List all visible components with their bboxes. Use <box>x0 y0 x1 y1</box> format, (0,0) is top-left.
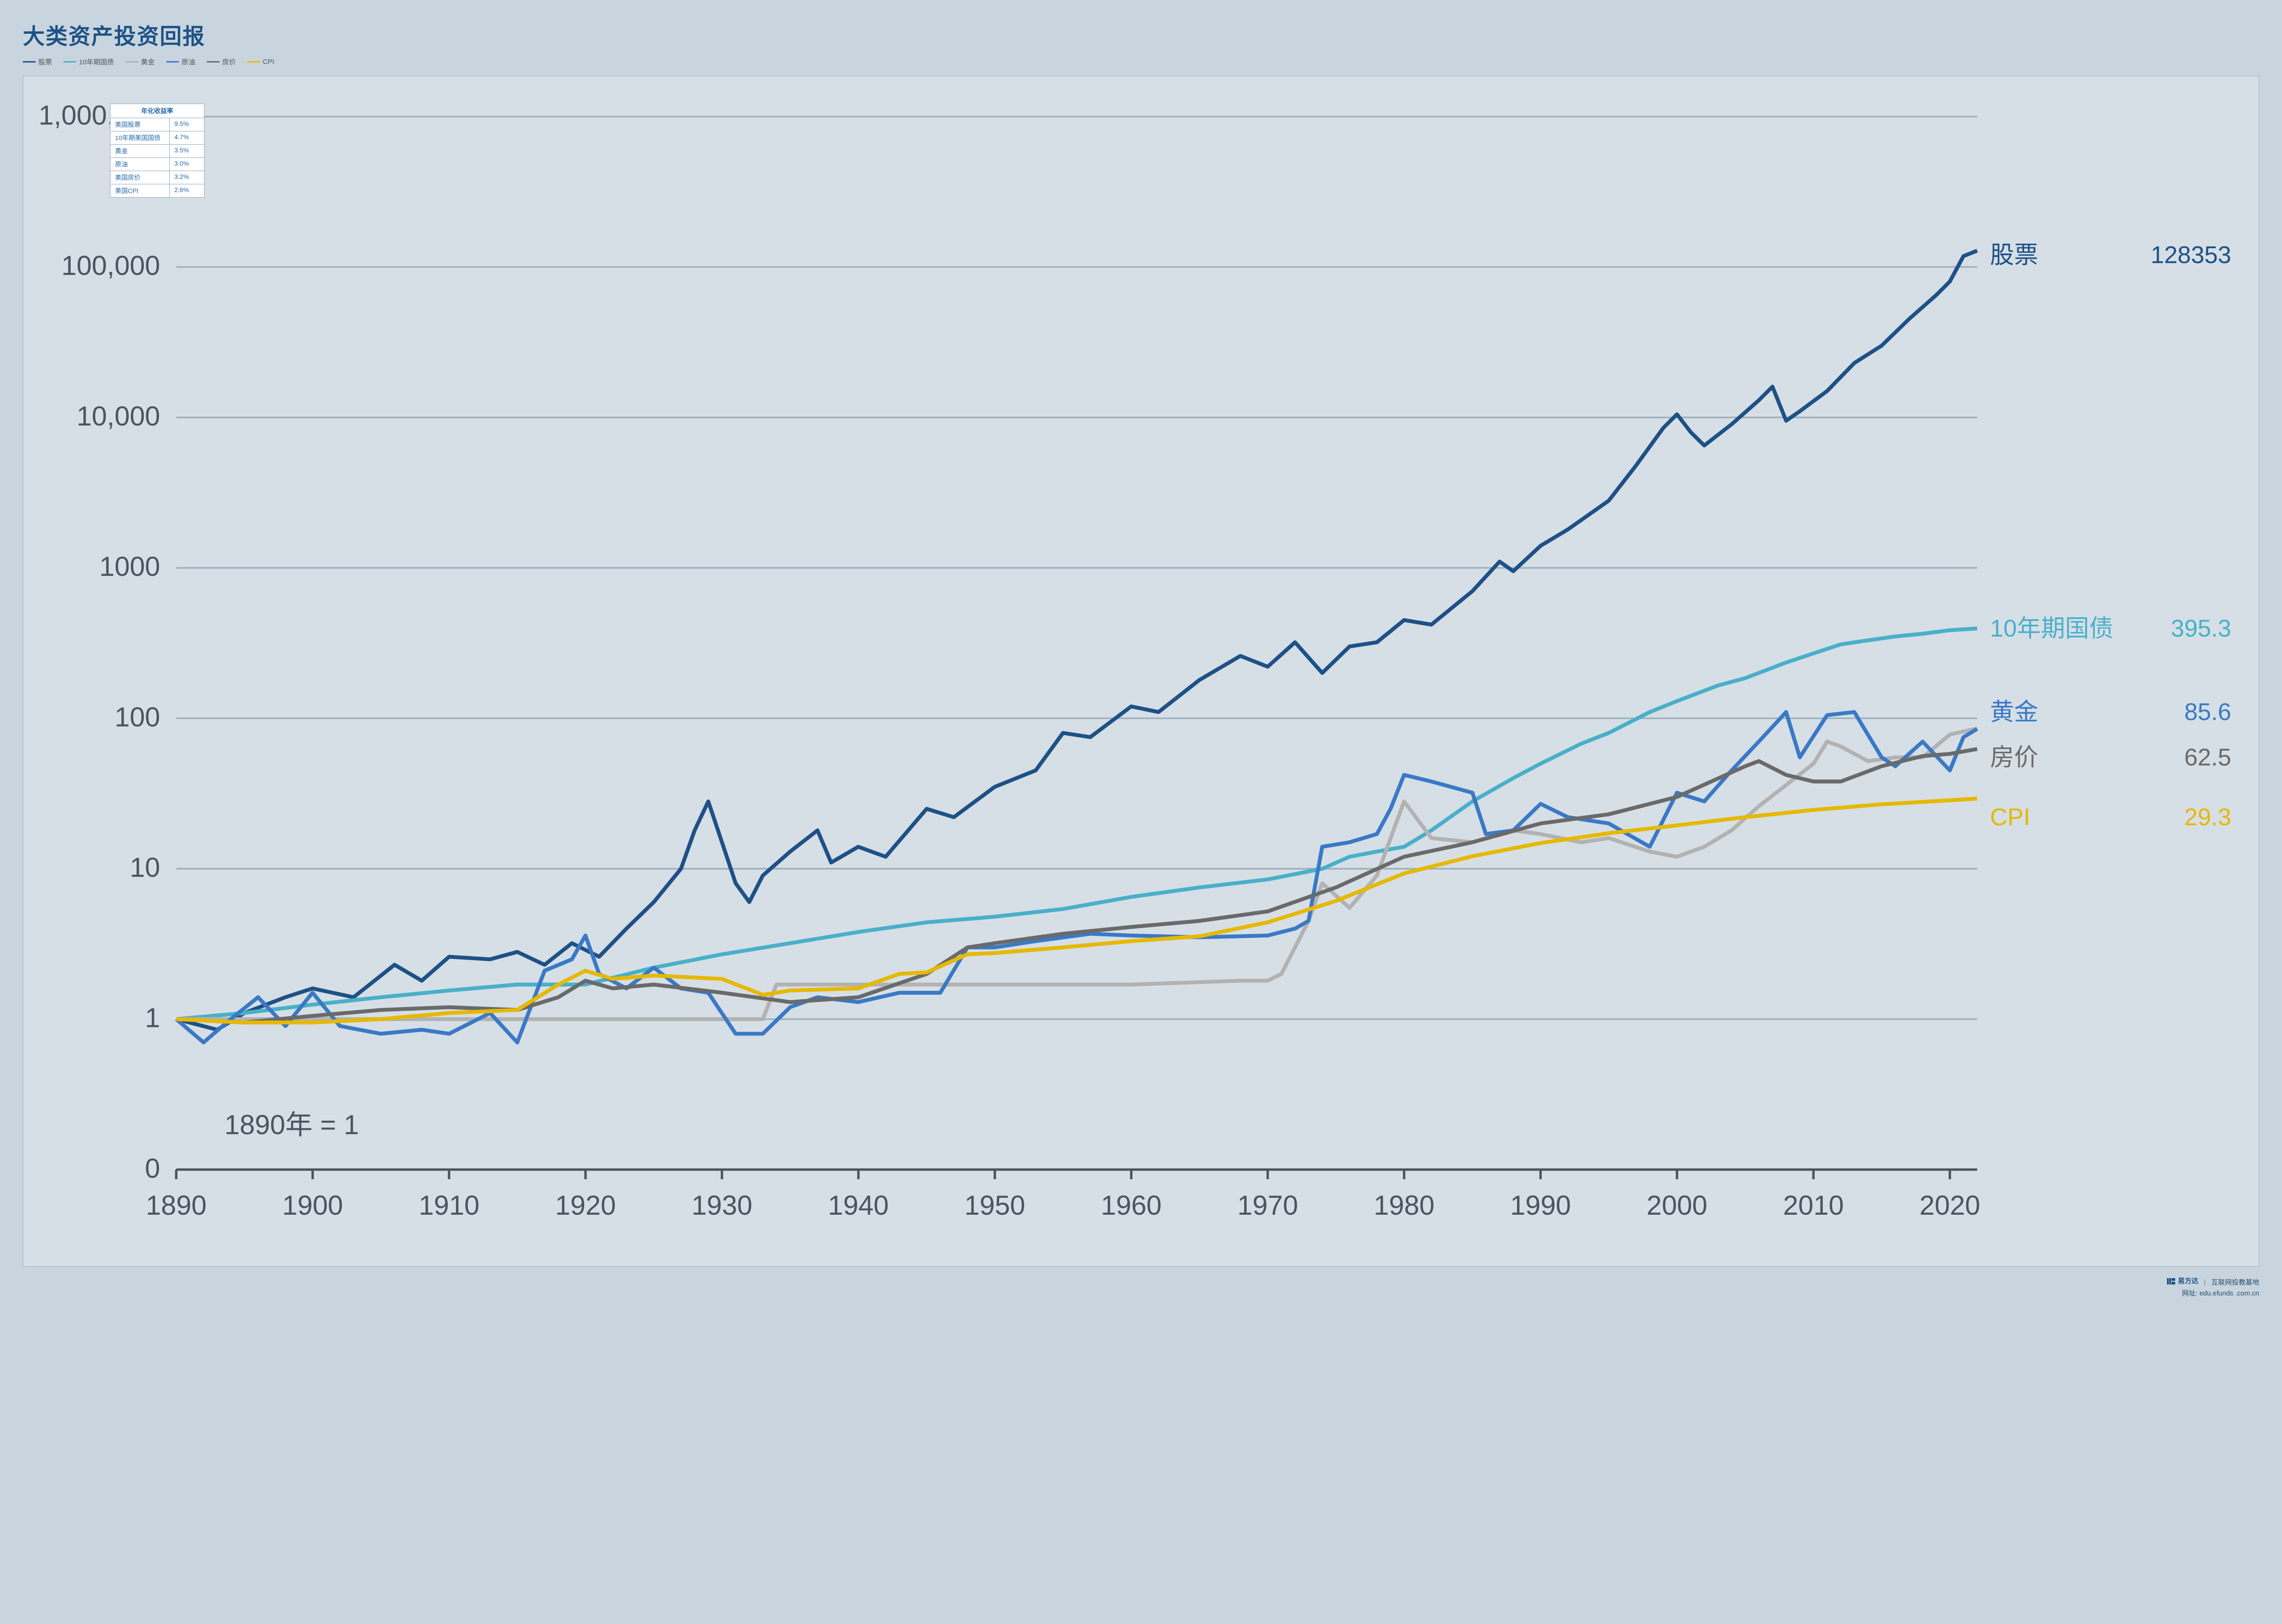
returns-row: 10年期美国国债4.7% <box>110 131 204 145</box>
svg-text:62.5: 62.5 <box>2184 744 2231 771</box>
returns-value: 3.0% <box>170 158 204 171</box>
svg-text:2000: 2000 <box>1647 1190 1707 1221</box>
returns-value: 4.7% <box>170 131 204 144</box>
svg-text:1940: 1940 <box>828 1190 889 1221</box>
legend-item: 黄金 <box>126 57 155 67</box>
chart-container: 0110100100010,000100,0001,000,0001890190… <box>23 76 2259 1267</box>
legend-item: 股票 <box>23 57 52 67</box>
returns-label: 美国股票 <box>110 118 170 131</box>
svg-text:10: 10 <box>130 852 160 882</box>
svg-text:1980: 1980 <box>1374 1190 1434 1221</box>
legend-label: 房价 <box>222 57 236 67</box>
brand-name: 易方达 <box>2178 1276 2198 1287</box>
returns-label: 美国CPI <box>110 184 170 197</box>
svg-text:1890年 = 1: 1890年 = 1 <box>225 1110 359 1140</box>
legend-item: 10年期国债 <box>63 57 114 67</box>
svg-text:1970: 1970 <box>1237 1190 1298 1221</box>
legend-item: CPI <box>247 58 274 66</box>
svg-text:10年期国债: 10年期国债 <box>1990 615 2113 642</box>
returns-row: 美国股票9.5% <box>110 118 204 131</box>
svg-text:1890: 1890 <box>146 1190 206 1221</box>
page-title: 大类资产投资回报 <box>23 18 2259 50</box>
series-oil <box>176 712 1977 1042</box>
returns-value: 2.6% <box>170 184 204 197</box>
legend: 股票 10年期国债 黄金 原油 房价 CPI <box>23 57 2259 67</box>
legend-swatch <box>166 61 179 63</box>
chart-svg: 0110100100010,000100,0001,000,0001890190… <box>31 84 2251 1258</box>
series-stocks <box>176 251 1977 1029</box>
returns-label: 美国房价 <box>110 171 170 184</box>
svg-text:395.3: 395.3 <box>2171 615 2231 642</box>
legend-swatch <box>23 61 36 63</box>
svg-text:1990: 1990 <box>1510 1190 1571 1221</box>
svg-text:85.6: 85.6 <box>2184 699 2231 726</box>
svg-text:10,000: 10,000 <box>77 401 160 431</box>
legend-label: 10年期国债 <box>79 57 114 67</box>
legend-item: 房价 <box>207 57 236 67</box>
svg-text:黄金: 黄金 <box>1990 699 2038 726</box>
returns-value: 3.5% <box>170 145 204 157</box>
legend-label: 黄金 <box>141 57 155 67</box>
legend-swatch <box>126 61 138 63</box>
svg-text:1960: 1960 <box>1101 1190 1162 1221</box>
series-house <box>176 749 1977 1022</box>
svg-text:1900: 1900 <box>282 1190 343 1221</box>
svg-text:1: 1 <box>145 1003 160 1033</box>
svg-text:2020: 2020 <box>1920 1190 1980 1221</box>
legend-swatch <box>247 61 260 63</box>
legend-label: CPI <box>263 58 274 66</box>
svg-text:股票: 股票 <box>1990 242 2038 269</box>
returns-value: 9.5% <box>170 118 204 131</box>
returns-header: 年化收益率 <box>110 104 204 118</box>
returns-label: 黄金 <box>110 145 170 157</box>
legend-label: 原油 <box>182 57 195 67</box>
svg-text:2010: 2010 <box>1783 1190 1844 1221</box>
returns-row: 美国房价3.2% <box>110 171 204 184</box>
svg-text:CPI: CPI <box>1990 804 2030 831</box>
svg-text:128353: 128353 <box>2151 242 2231 269</box>
footer: 易方达 | 互联网投教基地 网址: edu.efunds .com.cn <box>23 1276 2259 1299</box>
returns-row: 美国CPI2.6% <box>110 184 204 197</box>
returns-row: 黄金3.5% <box>110 145 204 158</box>
footer-url-label: 网址: <box>2182 1290 2198 1297</box>
svg-text:1920: 1920 <box>555 1190 616 1221</box>
returns-value: 3.2% <box>170 171 204 184</box>
legend-swatch <box>207 61 220 63</box>
svg-text:100: 100 <box>115 702 160 732</box>
svg-text:房价: 房价 <box>1990 744 2038 771</box>
svg-text:0: 0 <box>145 1153 160 1184</box>
svg-text:1930: 1930 <box>691 1190 752 1221</box>
svg-text:1910: 1910 <box>419 1190 479 1221</box>
svg-text:1950: 1950 <box>964 1190 1025 1221</box>
series-gold <box>176 728 1977 1019</box>
returns-label: 原油 <box>110 158 170 171</box>
legend-swatch <box>63 61 76 63</box>
legend-label: 股票 <box>38 57 52 67</box>
legend-item: 原油 <box>166 57 195 67</box>
svg-text:29.3: 29.3 <box>2184 804 2231 831</box>
returns-table: 年化收益率 美国股票9.5%10年期美国国债4.7%黄金3.5%原油3.0%美国… <box>110 104 204 198</box>
footer-url: edu.efunds .com.cn <box>2199 1290 2259 1297</box>
returns-label: 10年期美国国债 <box>110 131 170 144</box>
brand-logo: 易方达 <box>2167 1276 2198 1287</box>
svg-text:100,000: 100,000 <box>61 251 160 281</box>
svg-text:1000: 1000 <box>99 551 160 582</box>
brand-tagline: 互联网投教基地 <box>2211 1279 2259 1286</box>
returns-row: 原油3.0% <box>110 158 204 171</box>
